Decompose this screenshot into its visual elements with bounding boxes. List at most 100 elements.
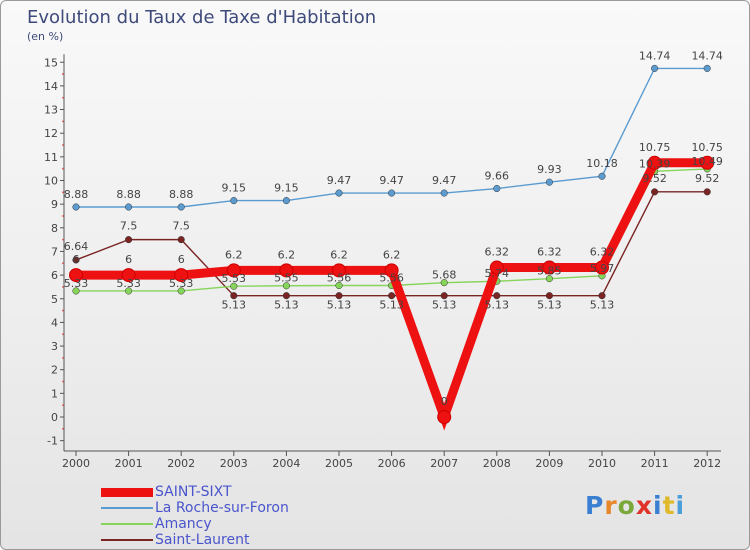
data-label-amancy: 5.97 [590, 262, 615, 275]
data-point [282, 292, 290, 300]
data-point [335, 292, 343, 300]
data-point [335, 189, 343, 197]
data-point [388, 189, 396, 197]
y-minor-tick [62, 356, 64, 359]
y-tick-label: 15 [44, 56, 58, 69]
data-label-saint-sixt: 6.32 [537, 246, 562, 259]
y-tick-label: 8 [51, 222, 58, 235]
x-tick-label: 2004 [272, 457, 300, 470]
data-label-amancy: 10.39 [639, 157, 671, 170]
data-label-amancy: 5.55 [274, 272, 299, 285]
y-tick-label: 12 [44, 127, 58, 140]
data-point [489, 260, 504, 275]
data-label-la-roche-sur-foron: 9.15 [222, 182, 247, 195]
data-label-saint-laurent: 5.13 [590, 299, 615, 312]
data-label-saint-sixt: 10.75 [691, 141, 723, 154]
data-point [651, 64, 659, 72]
data-point [177, 287, 185, 295]
data-label-amancy: 5.68 [432, 269, 457, 282]
y-tick-label: 6 [51, 269, 58, 282]
data-point [598, 172, 606, 180]
series-la-roche-sur-foron [72, 64, 711, 211]
data-point [703, 64, 711, 72]
data-label-la-roche-sur-foron: 14.74 [691, 49, 723, 62]
series-saint-laurent [72, 188, 711, 300]
data-label-amancy: 5.74 [485, 267, 510, 280]
y-minor-tick [62, 167, 64, 170]
chart-subtitle: (en %) [27, 30, 64, 43]
y-minor-tick [62, 333, 64, 336]
data-label-saint-sixt: 10.75 [639, 141, 671, 154]
data-point [177, 236, 185, 244]
legend-swatch-saint-laurent [101, 539, 153, 541]
data-point [440, 189, 448, 197]
data-label-saint-sixt: 6.32 [590, 246, 615, 259]
data-label-amancy: 5.33 [169, 277, 194, 290]
x-tick-label: 2009 [535, 457, 563, 470]
x-tick-label: 2001 [115, 457, 143, 470]
legend-swatch-amancy [101, 523, 153, 525]
y-tick-label: 5 [51, 293, 58, 306]
data-point [125, 236, 133, 244]
data-point [598, 292, 606, 300]
chart-title: Evolution du Taux de Taxe d'Habitation [27, 7, 377, 28]
x-tick-label: 2003 [220, 457, 248, 470]
data-point [440, 292, 448, 300]
data-point [72, 203, 80, 211]
data-label-saint-laurent: 9.52 [642, 172, 667, 185]
data-label-saint-sixt: 6.2 [225, 248, 243, 261]
x-tick-label: 2010 [588, 457, 616, 470]
data-point [282, 282, 290, 290]
data-label-saint-laurent: 5.13 [432, 299, 457, 312]
data-label-amancy: 10.49 [691, 155, 723, 168]
data-point [279, 263, 294, 278]
data-point [651, 188, 659, 196]
series-saint-sixt [69, 155, 715, 431]
data-label-saint-sixt: 6.2 [278, 248, 296, 261]
y-minor-tick [62, 309, 64, 312]
data-point [437, 410, 452, 424]
data-label-saint-sixt: 6 [178, 253, 185, 266]
data-point [542, 260, 557, 275]
y-minor-tick [62, 96, 64, 99]
data-point [545, 275, 553, 283]
y-tick-label: 2 [51, 364, 58, 377]
logo-letter: i [675, 491, 686, 520]
data-point [230, 282, 238, 290]
data-label-la-roche-sur-foron: 10.18 [586, 157, 618, 170]
data-label-la-roche-sur-foron: 8.88 [116, 188, 141, 201]
x-tick-label: 2007 [430, 457, 458, 470]
data-point [545, 292, 553, 300]
data-point [703, 188, 711, 196]
y-tick-label: 13 [44, 104, 58, 117]
data-point [388, 292, 396, 300]
y-minor-tick [62, 215, 64, 217]
data-label-amancy: 5.33 [116, 277, 141, 290]
data-label-amancy: 5.56 [327, 272, 352, 285]
legend-label-la-roche-sur-foron: La Roche-sur-Foron [155, 500, 289, 516]
data-point [125, 287, 133, 295]
data-label-saint-laurent: 9.52 [695, 172, 720, 185]
data-label-saint-laurent: 5.13 [485, 299, 510, 312]
data-point [230, 197, 238, 205]
legend-label-saint-laurent: Saint-Laurent [155, 532, 250, 548]
y-minor-tick [62, 144, 64, 146]
y-tick-label: 9 [51, 198, 58, 211]
data-point [69, 268, 83, 283]
data-label-la-roche-sur-foron: 14.74 [639, 49, 671, 62]
data-point [332, 263, 346, 278]
data-label-amancy: 5.53 [222, 272, 247, 285]
data-point [226, 263, 241, 278]
data-point [177, 203, 185, 211]
y-minor-tick [62, 262, 64, 265]
data-point [700, 155, 715, 170]
data-point [493, 184, 501, 193]
data-label-la-roche-sur-foron: 9.93 [537, 163, 562, 176]
data-label-saint-laurent: 6.64 [64, 240, 89, 253]
legend-label-saint-sixt: SAINT-SIXT [155, 484, 232, 500]
y-tick-label: 10 [44, 175, 58, 188]
y-minor-tick [62, 238, 64, 241]
logo-letter: x [635, 491, 653, 520]
y-tick-label: 0 [51, 411, 58, 424]
